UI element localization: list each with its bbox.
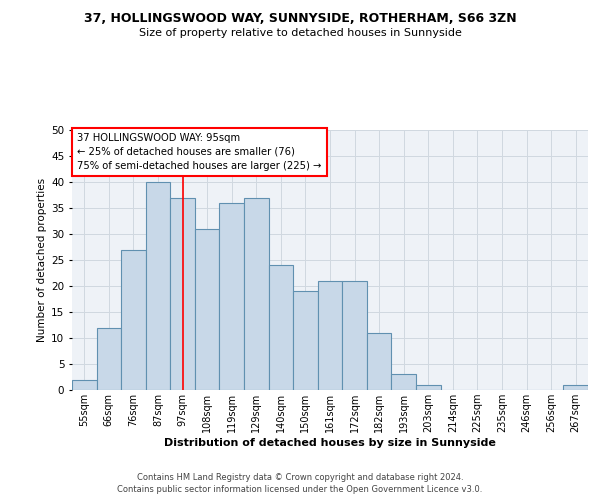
Bar (391, 374, 416, 390)
Text: 37, HOLLINGSWOOD WAY, SUNNYSIDE, ROTHERHAM, S66 3ZN: 37, HOLLINGSWOOD WAY, SUNNYSIDE, ROTHERH… (83, 12, 517, 26)
Text: Size of property relative to detached houses in Sunnyside: Size of property relative to detached ho… (139, 28, 461, 38)
Bar (170, 198, 195, 390)
Bar (563, 385, 588, 390)
Bar (146, 182, 170, 390)
Bar (269, 265, 293, 390)
X-axis label: Distribution of detached houses by size in Sunnyside: Distribution of detached houses by size … (164, 438, 496, 448)
Bar (97, 328, 121, 390)
Bar (244, 198, 269, 390)
Bar (195, 229, 220, 390)
Text: Contains HM Land Registry data © Crown copyright and database right 2024.: Contains HM Land Registry data © Crown c… (137, 473, 463, 482)
Bar (293, 291, 318, 390)
Bar (72, 380, 97, 390)
Bar (416, 385, 440, 390)
Text: Contains public sector information licensed under the Open Government Licence v3: Contains public sector information licen… (118, 486, 482, 494)
Y-axis label: Number of detached properties: Number of detached properties (37, 178, 47, 342)
Text: 37 HOLLINGSWOOD WAY: 95sqm
← 25% of detached houses are smaller (76)
75% of semi: 37 HOLLINGSWOOD WAY: 95sqm ← 25% of deta… (77, 132, 322, 170)
Bar (318, 281, 342, 390)
Bar (220, 203, 244, 390)
Bar (367, 333, 391, 390)
Bar (121, 250, 146, 390)
Bar (342, 281, 367, 390)
